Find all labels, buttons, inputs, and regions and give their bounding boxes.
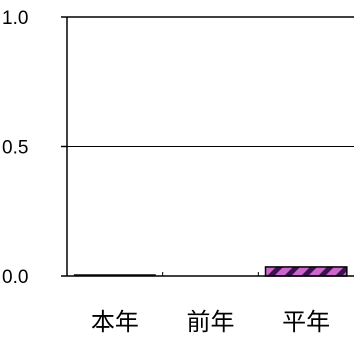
- axes: [61, 16, 354, 277]
- y-tick-label: 0.0: [2, 267, 28, 288]
- bars: [73, 266, 348, 277]
- bar-2: [264, 266, 348, 277]
- x-tick-label: 本年: [91, 308, 139, 336]
- y-tick-label: 1.0: [2, 8, 28, 29]
- tick-labels: 0.0 0.5 1.0 本年 前年 平年: [2, 8, 330, 336]
- x-tick-label: 前年: [187, 308, 235, 336]
- y-tick-label: 0.5: [2, 138, 28, 159]
- x-tick-label: 平年: [282, 308, 330, 336]
